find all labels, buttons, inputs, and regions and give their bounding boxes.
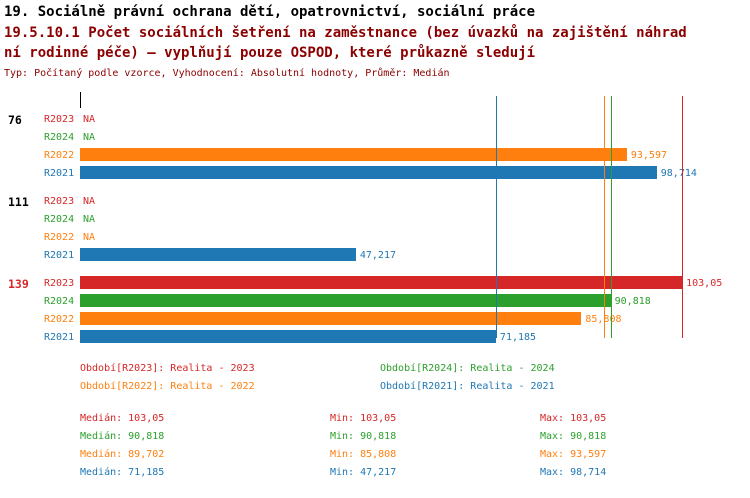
stat-max: Max: 98,714 <box>540 467 607 478</box>
na-value: NA <box>83 114 96 125</box>
stat-max: Max: 103,05 <box>540 413 607 424</box>
chart-meta: Typ: Počítaný podle vzorce, Vyhodnocení:… <box>4 68 450 79</box>
stat-median: Medián: 103,05 <box>80 413 165 424</box>
stat-min: Min: 47,217 <box>330 467 397 478</box>
series-label-R2024: R2024 <box>44 214 75 225</box>
stat-median: Medián: 90,818 <box>80 431 165 442</box>
stat-min: Min: 85,808 <box>330 449 397 460</box>
bar-R2022 <box>80 312 582 325</box>
series-label-R2023: R2023 <box>44 114 75 125</box>
group-label: 139 <box>8 277 29 291</box>
na-value: NA <box>83 232 96 243</box>
series-label-R2021: R2021 <box>44 168 75 179</box>
indicator-title-line1: 19.5.10.1 Počet sociálních šetření na za… <box>4 25 687 41</box>
bar-R2021 <box>80 330 496 343</box>
na-value: NA <box>83 214 96 225</box>
series-label-R2023: R2023 <box>44 196 75 207</box>
median-line-R2021 <box>495 96 497 338</box>
legend: Období[R2023]: Realita - 2023 Období[R20… <box>0 356 750 400</box>
bar-R2021 <box>80 166 657 179</box>
stat-median: Medián: 89,702 <box>80 449 165 460</box>
legend-item-r2021: Období[R2021]: Realita - 2021 <box>380 381 555 392</box>
series-label-R2022: R2022 <box>44 314 75 325</box>
value-label: 103,05 <box>686 278 723 289</box>
na-value: NA <box>83 132 96 143</box>
value-label: 47,217 <box>359 250 396 261</box>
median-line-R2022 <box>604 96 606 338</box>
value-label: 71,185 <box>499 332 537 343</box>
series-label-R2021: R2021 <box>44 332 75 343</box>
axis-tick <box>80 92 81 108</box>
value-label: 93,597 <box>630 150 667 161</box>
legend-item-r2022: Období[R2022]: Realita - 2022 <box>80 381 255 392</box>
stat-median: Medián: 71,185 <box>80 467 165 478</box>
stat-max: Max: 93,597 <box>540 449 607 460</box>
value-label: 90,818 <box>614 296 651 307</box>
series-label-R2024: R2024 <box>44 296 75 307</box>
plot-area: 76 R2023 NA R2024 NA R2022 93,597 R2021 98,714 11… <box>0 88 750 352</box>
bar-R2022 <box>80 148 627 161</box>
bar-R2023 <box>80 276 683 289</box>
series-label-R2023: R2023 <box>44 278 75 289</box>
legend-item-r2024: Období[R2024]: Realita - 2024 <box>380 363 555 374</box>
report-title: 19. Sociálně právní ochrana dětí, opatro… <box>4 4 536 20</box>
series-label-R2021: R2021 <box>44 250 75 261</box>
stat-min: Min: 90,818 <box>330 431 397 442</box>
stat-min: Min: 103,05 <box>330 413 397 424</box>
na-value: NA <box>83 196 96 207</box>
indicator-title-line2: ní rodinné péče) – vyplňují pouze OSPOD,… <box>4 45 536 61</box>
group-label: 111 <box>8 195 29 209</box>
group-label: 76 <box>8 113 22 127</box>
median-line-R2024 <box>610 96 612 338</box>
value-label: 85,808 <box>585 314 621 325</box>
series-label-R2024: R2024 <box>44 132 75 143</box>
legend-item-r2023: Období[R2023]: Realita - 2023 <box>80 363 255 374</box>
bar-R2021 <box>80 248 356 261</box>
stats-table: Medián: 103,05 Min: 103,05 Max: 103,05 M… <box>0 406 750 490</box>
bar-R2024 <box>80 294 611 307</box>
series-label-R2022: R2022 <box>44 232 75 243</box>
value-label: 98,714 <box>660 168 697 179</box>
series-label-R2022: R2022 <box>44 150 75 161</box>
stat-max: Max: 90,818 <box>540 431 607 442</box>
median-line-R2023 <box>682 96 684 338</box>
